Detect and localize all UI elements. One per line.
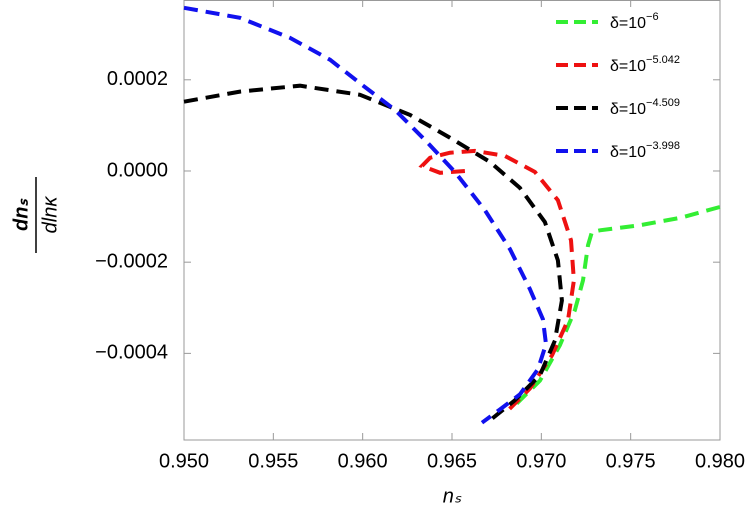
legend-label: δ=10−3.998 <box>610 140 680 161</box>
y-tick-label: −0.0004 <box>95 342 168 364</box>
x-tick-label: 0.970 <box>516 450 566 472</box>
legend-exponent: −5.042 <box>646 54 680 66</box>
legend-entry: δ=10−6 <box>556 11 659 32</box>
series-line <box>418 148 576 416</box>
y-tick-label: −0.0002 <box>95 250 168 272</box>
legend-name: δ=10 <box>610 101 646 118</box>
legend-label: δ=10−6 <box>610 11 659 32</box>
legend-entry: δ=10−4.509 <box>556 97 680 118</box>
legend-exponent: −3.998 <box>646 140 680 152</box>
x-tick-label: 0.950 <box>159 450 209 472</box>
x-tick-label: 0.965 <box>427 450 477 472</box>
x-axis-label: nₛ <box>443 485 462 507</box>
y-tick-label: 0.0000 <box>107 159 168 181</box>
y-label-denominator: dlnκ <box>39 196 61 234</box>
legend-entry: δ=10−5.042 <box>556 54 680 75</box>
legend-entry: δ=10−3.998 <box>556 140 680 161</box>
x-tick-label: 0.975 <box>606 450 656 472</box>
y-axis-label: dnₛ dlnκ <box>10 177 61 253</box>
legend-name: δ=10 <box>610 58 646 75</box>
legend-exponent: −4.509 <box>646 97 680 109</box>
legend-exponent: −6 <box>646 11 659 23</box>
legend-name: δ=10 <box>610 15 646 32</box>
legend-label: δ=10−4.509 <box>610 97 680 118</box>
y-label-numerator: dnₛ <box>10 199 32 231</box>
series-line <box>513 205 721 407</box>
y-tick-label: 0.0002 <box>107 68 168 90</box>
x-tick-label: 0.980 <box>695 450 745 472</box>
series-line <box>183 83 564 422</box>
series-line <box>183 5 549 425</box>
x-tick-label: 0.960 <box>338 450 388 472</box>
legend-label: δ=10−5.042 <box>610 54 680 75</box>
x-tick-label: 0.955 <box>248 450 298 472</box>
legend-name: δ=10 <box>610 144 646 161</box>
